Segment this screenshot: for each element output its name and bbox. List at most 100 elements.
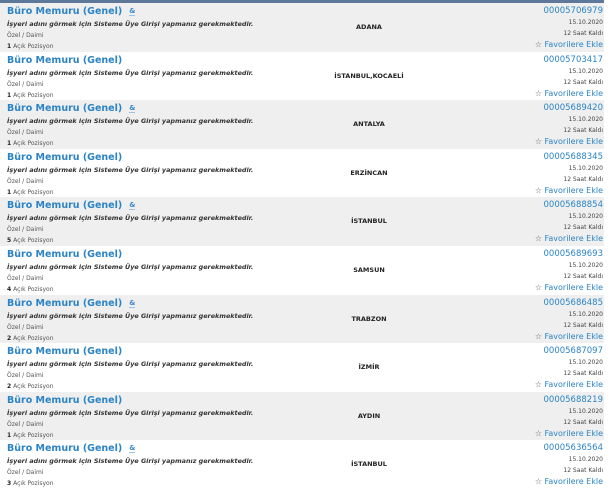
add-favorite-label: Favorilere Ekle xyxy=(544,234,603,244)
position-label: Açık Pozisyon xyxy=(13,91,54,99)
star-icon: ☆ xyxy=(534,331,542,341)
position-label: Açık Pozisyon xyxy=(13,140,54,148)
time-remaining: 12 Saat Kaldı xyxy=(563,418,603,426)
job-title-link[interactable]: Büro Memuru (Genel) xyxy=(7,394,123,406)
job-title-link[interactable]: Büro Memuru (Genel) xyxy=(7,103,123,115)
position-count: 2 xyxy=(7,334,12,342)
position-count: 1 xyxy=(7,43,12,50)
disabled-access-icon: & xyxy=(129,201,136,211)
listing-id-link[interactable]: 00005689420 xyxy=(543,103,604,114)
add-favorite-button[interactable]: ☆ Favorilere Ekle xyxy=(535,39,603,50)
time-remaining: 12 Saat Kaldı xyxy=(563,78,603,86)
star-icon: ☆ xyxy=(534,477,542,487)
location: İSTANBUL xyxy=(351,217,387,226)
open-positions: 1 Açık Pozisyon xyxy=(7,138,253,149)
listing-id-link[interactable]: 00005688219 xyxy=(543,394,604,405)
listing-info: Büro Memuru (Genel) & İşyeri adını görmek… xyxy=(7,443,253,489)
open-positions: 1 Açık Pozisyon xyxy=(7,187,253,198)
listing-meta: 00005636564 15.10.2020 12 Saat Kaldı ☆ F… xyxy=(535,443,603,487)
open-positions: 1 Açık Pozisyon xyxy=(7,90,253,101)
listing-date: 15.10.2020 xyxy=(568,116,603,124)
location: ERZİNCAN xyxy=(350,168,388,177)
disabled-access-icon: & xyxy=(129,444,136,454)
add-favorite-label: Favorilere Ekle xyxy=(544,40,603,49)
listing-date: 15.10.2020 xyxy=(568,67,603,75)
job-listing-row: Büro Memuru (Genel) & İşyeri adını görmek… xyxy=(0,100,604,149)
location: ANTALYA xyxy=(353,120,385,129)
position-count: 3 xyxy=(7,480,12,488)
employment-type: Özel / Daimi xyxy=(7,129,44,137)
job-listing-row: Büro Memuru (Genel) İşyeri adını görmek … xyxy=(0,246,604,295)
add-favorite-label: Favorilere Ekle xyxy=(544,137,603,147)
listing-id-link[interactable]: 00005688854 xyxy=(543,200,604,211)
star-icon: ☆ xyxy=(534,137,542,147)
listing-id-link[interactable]: 00005689693 xyxy=(543,248,604,259)
listing-date: 15.10.2020 xyxy=(568,407,603,415)
listing-info: Büro Memuru (Genel) İşyeri adını görmek … xyxy=(7,55,253,101)
star-icon: ☆ xyxy=(534,185,542,195)
location: İSTANBUL xyxy=(351,460,387,469)
job-title-link[interactable]: Büro Memuru (Genel) xyxy=(7,346,123,358)
add-favorite-button[interactable]: ☆ Favorilere Ekle xyxy=(535,476,603,487)
listing-id-link[interactable]: 00005686485 xyxy=(543,297,604,308)
open-positions: 3 Açık Pozisyon xyxy=(7,478,253,489)
listing-meta: 00005686485 15.10.2020 12 Saat Kaldı ☆ F… xyxy=(535,298,603,342)
employment-type: Özel / Daimi xyxy=(7,274,44,282)
listing-date: 15.10.2020 xyxy=(568,213,603,221)
listing-info: Büro Memuru (Genel) & İşyeri adını görmek… xyxy=(7,103,253,149)
listing-date: 15.10.2020 xyxy=(568,261,603,269)
add-favorite-label: Favorilere Ekle xyxy=(544,380,603,390)
login-required-note: İşyeri adını görmek için Sisteme Üye Gir… xyxy=(7,360,254,369)
employment-type: Özel / Daimi xyxy=(7,469,44,477)
employment-type: Özel / Daimi xyxy=(7,177,44,185)
job-title-link[interactable]: Büro Memuru (Genel) xyxy=(7,248,123,260)
add-favorite-button[interactable]: ☆ Favorilere Ekle xyxy=(535,428,603,439)
login-required-note: İşyeri adını görmek için Sisteme Üye Gir… xyxy=(7,311,254,320)
listing-date: 15.10.2020 xyxy=(568,164,603,172)
add-favorite-button[interactable]: ☆ Favorilere Ekle xyxy=(535,331,603,342)
time-remaining: 12 Saat Kaldı xyxy=(563,127,603,135)
job-listing-row: Büro Memuru (Genel) İşyeri adını görmek … xyxy=(0,149,604,198)
job-title-link[interactable]: Büro Memuru (Genel) xyxy=(7,443,123,455)
add-favorite-label: Favorilere Ekle xyxy=(544,185,603,195)
listing-info: Büro Memuru (Genel) İşyeri adını görmek … xyxy=(7,346,253,392)
employment-type: Özel / Daimi xyxy=(7,323,44,331)
location: TRABZON xyxy=(351,314,387,323)
add-favorite-label: Favorilere Ekle xyxy=(544,88,603,98)
add-favorite-label: Favorilere Ekle xyxy=(544,282,603,292)
open-positions: 1 Açık Pozisyon xyxy=(7,430,253,441)
listing-meta: 00005706979 15.10.2020 12 Saat Kaldı ☆ F… xyxy=(535,6,603,50)
position-count: 1 xyxy=(7,140,12,148)
listing-date: 15.10.2020 xyxy=(568,310,603,318)
job-title-link[interactable]: Büro Memuru (Genel) xyxy=(7,54,123,66)
add-favorite-button[interactable]: ☆ Favorilere Ekle xyxy=(535,379,603,390)
job-title-link[interactable]: Büro Memuru (Genel) xyxy=(7,200,123,212)
star-icon: ☆ xyxy=(534,428,542,438)
listing-date: 15.10.2020 xyxy=(568,19,603,26)
add-favorite-button[interactable]: ☆ Favorilere Ekle xyxy=(535,88,603,99)
job-listing-row: Büro Memuru (Genel) İşyeri adını görmek … xyxy=(0,343,604,392)
listing-meta: 00005689693 15.10.2020 12 Saat Kaldı ☆ F… xyxy=(535,249,603,293)
listing-id-link[interactable]: 00005703417 xyxy=(543,54,604,65)
add-favorite-button[interactable]: ☆ Favorilere Ekle xyxy=(535,233,603,244)
listing-id-link[interactable]: 00005687097 xyxy=(543,346,604,357)
open-positions: 4 Açık Pozisyon xyxy=(7,284,253,295)
job-title-link[interactable]: Büro Memuru (Genel) xyxy=(7,6,123,17)
disabled-access-icon: & xyxy=(129,7,136,16)
add-favorite-button[interactable]: ☆ Favorilere Ekle xyxy=(535,185,603,196)
job-title-link[interactable]: Büro Memuru (Genel) xyxy=(7,151,123,163)
job-listing-row: Büro Memuru (Genel) İşyeri adını görmek … xyxy=(0,52,604,101)
listing-id-link[interactable]: 00005688345 xyxy=(543,151,604,162)
job-title-link[interactable]: Büro Memuru (Genel) xyxy=(7,297,123,309)
listing-id-link[interactable]: 00005636564 xyxy=(543,443,604,454)
add-favorite-button[interactable]: ☆ Favorilere Ekle xyxy=(535,136,603,147)
listing-meta: 00005688345 15.10.2020 12 Saat Kaldı ☆ F… xyxy=(535,152,603,196)
location: SAMSUN xyxy=(353,265,385,274)
add-favorite-label: Favorilere Ekle xyxy=(544,477,603,487)
time-remaining: 12 Saat Kaldı xyxy=(563,30,603,37)
listing-id-link[interactable]: 00005706979 xyxy=(543,6,604,16)
time-remaining: 12 Saat Kaldı xyxy=(563,175,603,183)
add-favorite-button[interactable]: ☆ Favorilere Ekle xyxy=(535,282,603,293)
login-required-note: İşyeri adını görmek için Sisteme Üye Gir… xyxy=(7,165,254,174)
position-count: 1 xyxy=(7,431,12,439)
